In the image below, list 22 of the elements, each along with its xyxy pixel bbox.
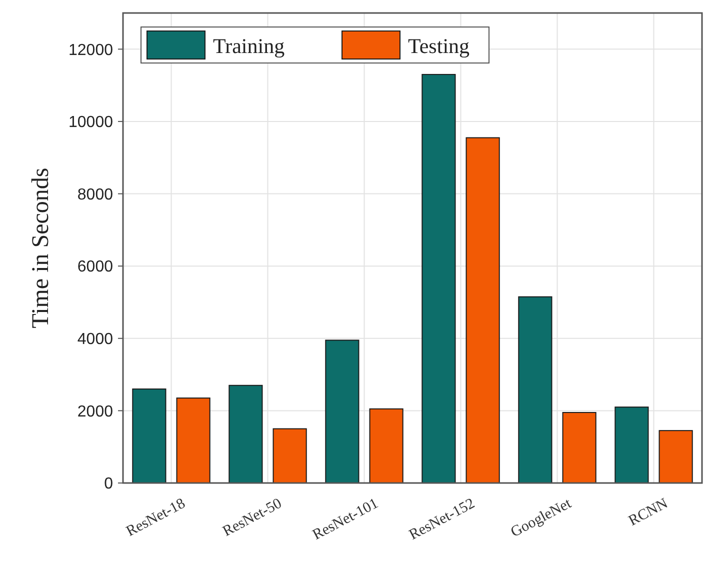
y-tick-label: 6000 xyxy=(77,258,114,276)
bar xyxy=(176,398,210,484)
legend-label: Training xyxy=(213,34,286,58)
bar xyxy=(228,384,263,484)
y-tick-label: 10000 xyxy=(68,114,114,132)
bar xyxy=(466,137,500,484)
y-tick-label: 4000 xyxy=(77,330,114,348)
y-tick-label: 8000 xyxy=(77,186,114,204)
bar xyxy=(272,428,307,484)
bar xyxy=(132,388,166,484)
bar xyxy=(369,408,404,484)
y-tick-label: 2000 xyxy=(77,403,114,420)
bar xyxy=(614,406,649,484)
y-tick-label: 12000 xyxy=(68,42,114,59)
bar xyxy=(658,430,693,484)
bar xyxy=(325,340,360,484)
bar xyxy=(518,296,552,484)
bar xyxy=(422,74,456,484)
y-axis-title: Time in Seconds xyxy=(28,168,54,328)
legend-label: Testing xyxy=(408,34,470,58)
y-tick-label: 0 xyxy=(104,476,114,493)
bar xyxy=(562,412,596,484)
